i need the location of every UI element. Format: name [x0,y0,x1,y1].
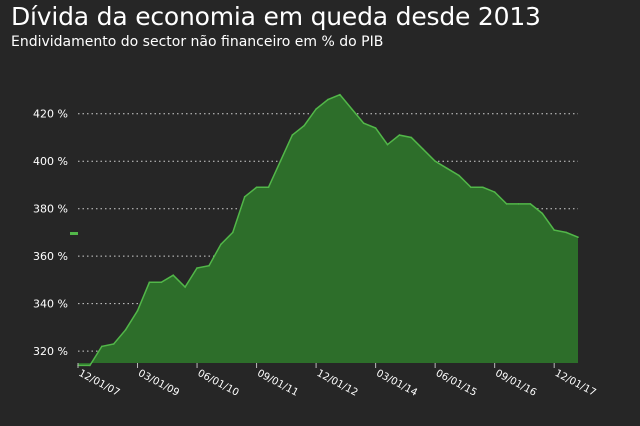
data-point [303,124,306,127]
y-tick-label: 420 % [33,108,68,121]
plot-area [77,93,579,367]
data-point [493,191,496,193]
data-point [505,203,508,205]
data-point [255,186,258,189]
chart-title: Dívida da economia em queda desde 2013 [11,2,541,31]
y-axis-ticks: 320 % 340 % 360 % 380 % 400 % 420 % [33,108,68,358]
data-point [482,186,484,189]
legend-marker [70,232,78,235]
data-point [529,203,532,205]
data-point [243,196,246,198]
data-point [458,174,460,177]
x-tick-label: 12/01/17 [553,368,598,399]
data-point [541,212,544,215]
data-point [386,143,389,146]
data-point [565,231,567,234]
data-point [470,186,472,189]
data-point [517,203,520,205]
data-point [160,281,163,284]
data-point [422,148,425,151]
data-point [398,134,401,136]
chart-subtitle: Endividamento do sector não financeiro e… [11,34,384,50]
y-tick-label: 360 % [33,250,68,263]
data-point [374,127,377,129]
x-axis-ticks: 12/01/07 03/01/09 06/01/10 09/01/11 12/01/12… [77,363,598,399]
y-tick-label: 340 % [33,298,68,311]
y-tick-label: 380 % [33,203,68,216]
data-point [124,329,127,331]
data-point [112,343,115,345]
x-tick-label: 06/01/10 [196,368,241,399]
data-point [577,236,579,238]
data-point [101,345,103,348]
data-point [362,122,365,124]
data-point [267,186,270,189]
data-point [232,231,234,234]
x-tick-label: 09/01/11 [255,368,300,399]
data-point [410,136,413,139]
data-point [291,134,294,136]
data-point [148,281,151,284]
x-tick-label: 03/01/09 [136,368,181,399]
data-point [196,267,198,269]
data-point [315,108,317,110]
data-point [339,93,341,96]
data-point [89,364,91,367]
data-point [327,98,329,101]
data-point [434,160,436,162]
data-point [208,264,210,267]
data-point [184,286,186,288]
data-point [279,160,282,162]
data-point [172,274,174,277]
data-point [446,167,448,170]
x-tick-label: 03/01/14 [374,368,419,399]
x-tick-label: 09/01/16 [493,368,538,399]
x-tick-label: 12/01/12 [315,368,360,399]
x-tick-label: 12/01/07 [77,368,122,399]
data-point [220,243,222,246]
y-tick-label: 320 % [33,345,68,358]
y-tick-label: 400 % [33,155,68,168]
data-point [351,108,353,110]
data-point [553,229,555,231]
data-point [136,310,139,312]
series-area [78,94,578,366]
x-tick-label: 06/01/15 [434,368,479,399]
